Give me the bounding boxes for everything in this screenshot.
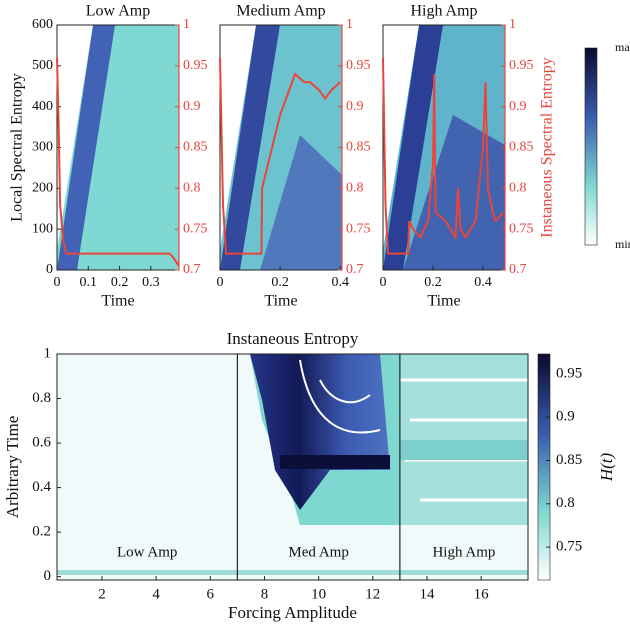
y2-tick-label: 1 [183,17,190,32]
x-tick-label: 0 [217,275,224,290]
y2-tick-label: 0.75 [346,221,371,236]
x-tick-label: 0.2 [111,275,129,290]
panel-title: High Amp [410,3,477,20]
y-axis-label: Arbitrary Time [3,416,22,518]
x-tick-label: 14 [419,586,435,602]
y2-tick-label: 0.95 [509,58,534,73]
plot-frame [56,353,529,581]
y2-tick-label: 0.85 [183,140,208,155]
y2-tick-label: 1 [346,17,353,32]
x-tick-label: 8 [261,586,269,602]
colorbar-min-label: min [615,237,630,251]
x-tick-label: 12 [365,586,380,602]
y-tick-label: 400 [32,99,53,114]
colorbar-tick-label: 0.85 [556,452,582,468]
y2-tick-label: 0.75 [509,221,534,236]
region-label: Low Amp [117,544,177,560]
y2-tick-label: 0.8 [183,181,201,196]
y2-tick-label: 0.95 [346,58,371,73]
colorbar-tick-label: 0.9 [556,409,575,425]
x-tick-label: 4 [152,586,160,602]
y2-tick-label: 0.8 [346,181,364,196]
x-tick-label: 2 [98,586,106,602]
x-tick-label: 10 [311,586,326,602]
y2-tick-label: 0.9 [346,99,364,114]
heatmap-background [57,25,598,581]
x-axis-label: Time [264,293,297,310]
y-tick-label: 0 [44,568,52,584]
y-tick-label: 0 [46,262,53,277]
y2-tick-label: 0.95 [183,58,208,73]
y-tick-label: 500 [32,58,53,73]
x-tick-label: 0 [54,275,61,290]
x-tick-label: 0.1 [80,275,98,290]
x-tick-label: 0.2 [424,275,442,290]
y2-tick-label: 0.8 [509,181,527,196]
y-tick-label: 0.8 [32,390,51,406]
y-tick-label: 0.2 [32,524,51,540]
x-axis-label: Forcing Amplitude [228,603,357,622]
y2-tick-label: 1 [509,17,516,32]
x-axis-label: Time [427,293,460,310]
colorbar-label: H(t) [597,453,616,483]
panel-title: Low Amp [86,3,150,20]
x-axis-label: Time [101,293,134,310]
colorbar-tick-label: 0.75 [556,539,582,555]
y2-tick-label: 0.75 [183,221,208,236]
x-tick-label: 0.4 [474,275,492,290]
colorbar-tick-label: 0.8 [556,495,575,511]
x-tick-label: 0 [380,275,387,290]
chart-title: Instaneous Entropy [227,329,359,348]
colorbar-tick-label: 0.95 [556,365,582,381]
y-tick-label: 1 [44,345,52,361]
x-tick-label: 0.3 [142,275,160,290]
panel-title: Medium Amp [236,3,325,20]
x-tick-label: 16 [474,586,490,602]
y-tick-label: 600 [32,17,53,32]
x-tick-label: 0.2 [271,275,289,290]
y2-axis-label: Instaneous Spectral Entropy [539,57,556,237]
entropy-line [219,57,341,255]
region-label: High Amp [432,544,495,560]
y2-tick-label: 0.85 [509,140,534,155]
x-tick-label: 0.4 [331,275,349,290]
y2-tick-label: 0.7 [183,262,201,277]
y-axis-label: Local Spectral Entropy [9,73,26,221]
entropy-line [382,57,504,255]
x-tick-label: 6 [207,586,215,602]
y2-tick-label: 0.7 [346,262,364,277]
y2-tick-label: 0.9 [509,99,527,114]
y-tick-label: 0.4 [32,479,51,495]
y2-tick-label: 0.9 [183,99,201,114]
entropy-line [56,57,180,267]
y2-tick-label: 0.85 [346,140,371,155]
y-tick-label: 200 [32,181,53,196]
y-tick-label: 100 [32,221,53,236]
y2-tick-label: 0.7 [509,262,527,277]
colorbar-max-label: max [615,40,630,54]
y-tick-label: 300 [32,140,53,155]
y-tick-label: 0.6 [32,435,51,451]
region-label: Med Amp [288,544,348,560]
